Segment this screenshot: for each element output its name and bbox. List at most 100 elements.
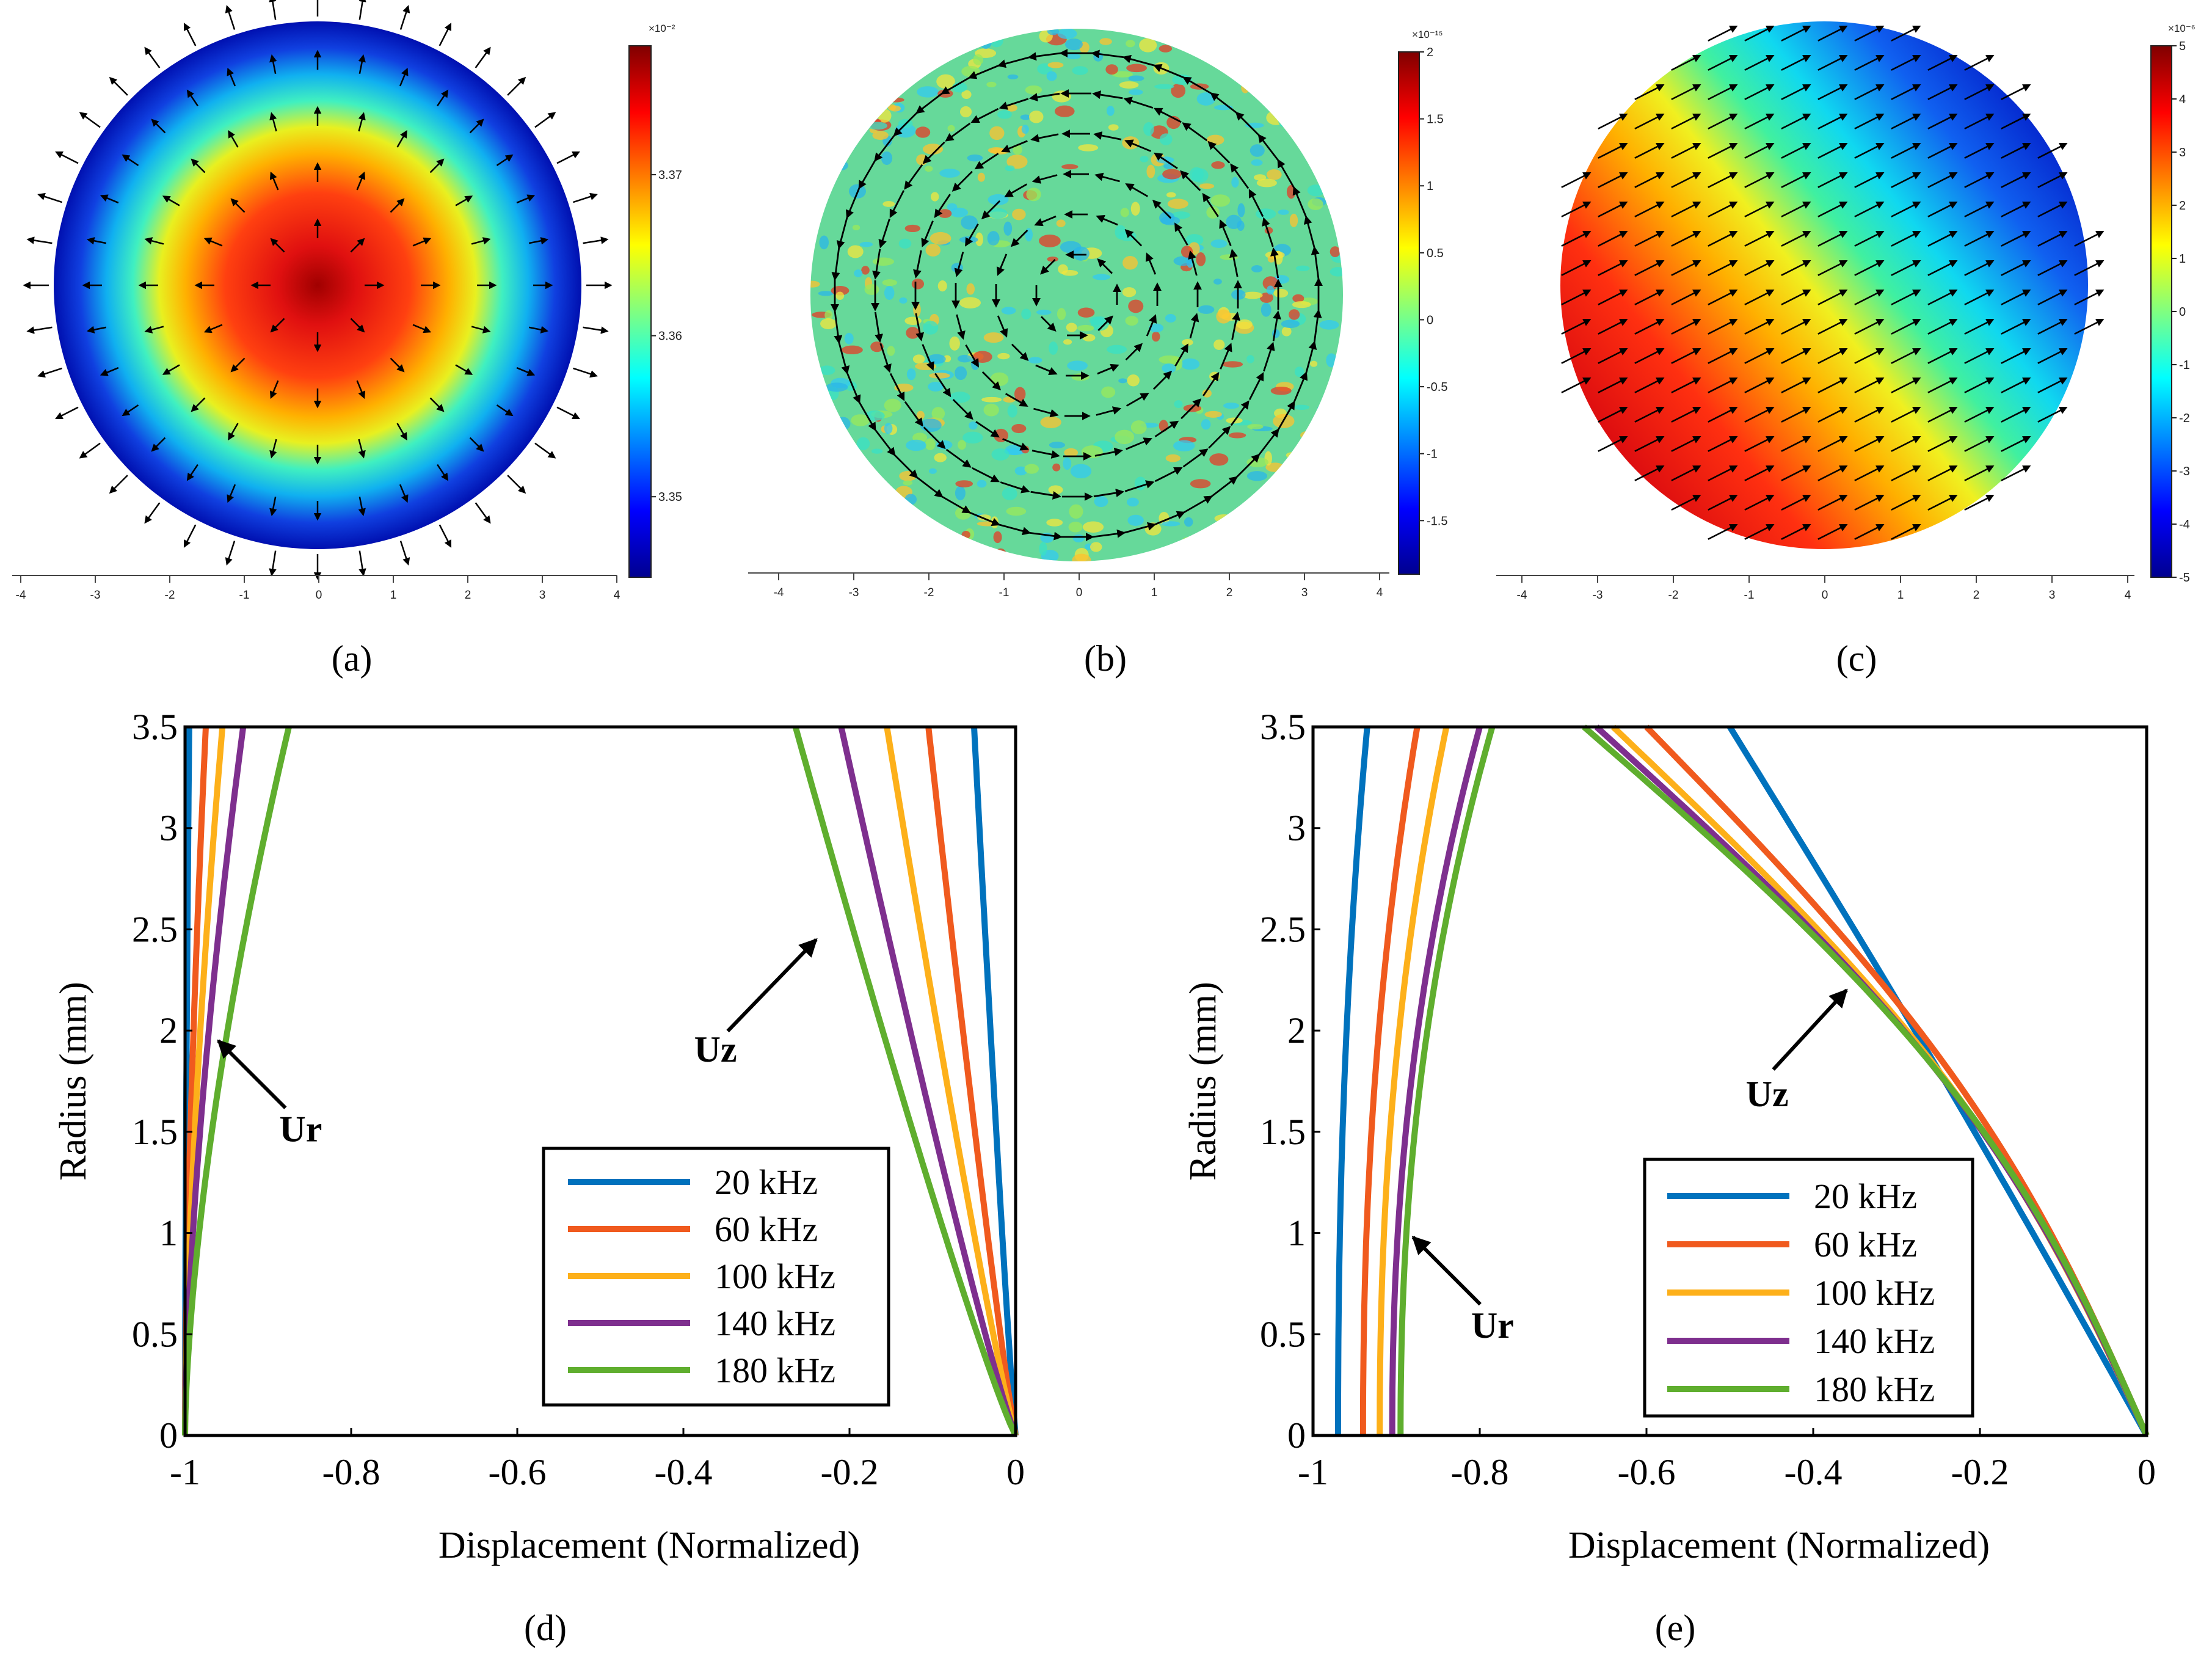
vector-arrow [2001,84,2031,100]
vector-arrow [923,426,946,450]
vector-arrow [1634,260,1665,276]
vector-arrow [1708,260,1738,276]
vector-arrow [1034,215,1057,227]
vector-arrow [1229,249,1239,277]
vector-arrow [1781,436,1811,452]
vector-arrow [1634,465,1665,481]
x-tick-label: 3 [539,589,546,602]
vector-arrows-c [1561,26,2105,540]
plot-frame-e [1311,725,2148,1437]
y-tick-label: 0.5 [1260,1314,1306,1354]
noise-patch [1047,62,1064,68]
noise-patch [1215,538,1231,550]
noise-patch [880,510,898,518]
noise-patch [1072,66,1088,75]
legend-label: 140 kHz [715,1304,835,1343]
noise-patch [1228,432,1246,439]
vector-arrow [1708,231,1738,247]
noise-patch [1292,301,1311,308]
vector-arrow [874,134,895,162]
noise-patch [961,65,980,78]
noise-patch [950,535,961,545]
noise-patch [1049,341,1058,355]
vector-arrow [269,380,279,399]
noise-patch [1286,452,1300,459]
vector-arrow [1927,55,1958,71]
noise-patch [924,166,933,172]
noise-patch [1210,194,1231,207]
noise-patch [997,110,1012,119]
vector-arrow [1181,398,1202,420]
noise-patch [899,297,908,304]
vector-arrow [396,423,407,441]
colorbar-tick-label: 3.37 [658,169,682,182]
vector-arrow [904,401,923,427]
noise-patch [1182,536,1195,545]
noise-patch [1129,89,1143,95]
noise-patch [989,34,1003,48]
vector-arrow [1263,341,1275,372]
noise-patch [882,279,897,286]
noise-patch [1247,424,1264,429]
noise-patch [820,318,837,329]
vector-arrow [227,67,236,87]
legend-label: 140 kHz [1814,1321,1935,1361]
noise-patch [861,266,870,275]
vector-arrow [507,475,526,494]
noise-patch [1026,188,1041,202]
colorbar-tick-label: 3 [2179,146,2186,159]
vector-arrow [1303,215,1315,248]
noise-patch [1323,121,1342,127]
vector-arrow [941,495,971,514]
noise-patch [887,97,904,103]
noise-patch [1210,239,1228,248]
noise-patch [1046,519,1063,527]
vector-arrow [1598,143,1628,159]
noise-patch [1072,553,1091,561]
vector-arrow [1964,290,1995,305]
vector-arrow [1708,172,1738,188]
noise-patch [810,456,824,470]
x-tick-label: -0.2 [1951,1452,2009,1492]
x-tick-label: -2 [924,586,934,599]
vector-arrow [1964,202,1995,217]
vector-arrow [1891,290,1921,305]
colorbar-ticks-a: 3.37 3.36 3.35 [651,169,682,504]
vector-arrows-b [831,49,1323,541]
vector-arrow [507,76,526,96]
noise-patch [1319,320,1339,330]
noise-patch [835,417,851,431]
vector-arrow [1854,348,1885,364]
noise-patch [955,480,973,487]
noise-patch [1013,144,1022,155]
vector-arrow [1634,319,1665,335]
vector-arrow [1708,319,1738,335]
noise-patch [1108,124,1119,131]
x-tick-label: 0 [1076,586,1083,599]
vector-arrow [1964,436,1995,452]
noise-patch [1289,213,1298,228]
noise-patch [1182,339,1193,346]
vector-arrow [455,364,473,375]
vector-arrow [1001,140,1028,153]
noise-patch [831,429,839,438]
noise-patch [1172,211,1190,219]
noise-patch [922,144,944,155]
vector-arrow [583,326,609,334]
vector-arrow [1561,172,1592,188]
vector-arrow [1891,143,1921,159]
series-line-uz [971,726,1019,1436]
vector-arrow [1708,348,1738,364]
noise-patch [1266,285,1275,295]
field-disk-b [810,29,1343,561]
noise-patch [1077,324,1094,332]
vector-arrow [469,119,484,134]
noise-patch [915,126,931,138]
noise-patch [890,74,903,84]
noise-patch [831,31,852,37]
noise-patch [1007,74,1019,79]
noise-patch [903,480,913,486]
vector-arrow [2001,231,2031,247]
noise-patch [936,74,955,89]
